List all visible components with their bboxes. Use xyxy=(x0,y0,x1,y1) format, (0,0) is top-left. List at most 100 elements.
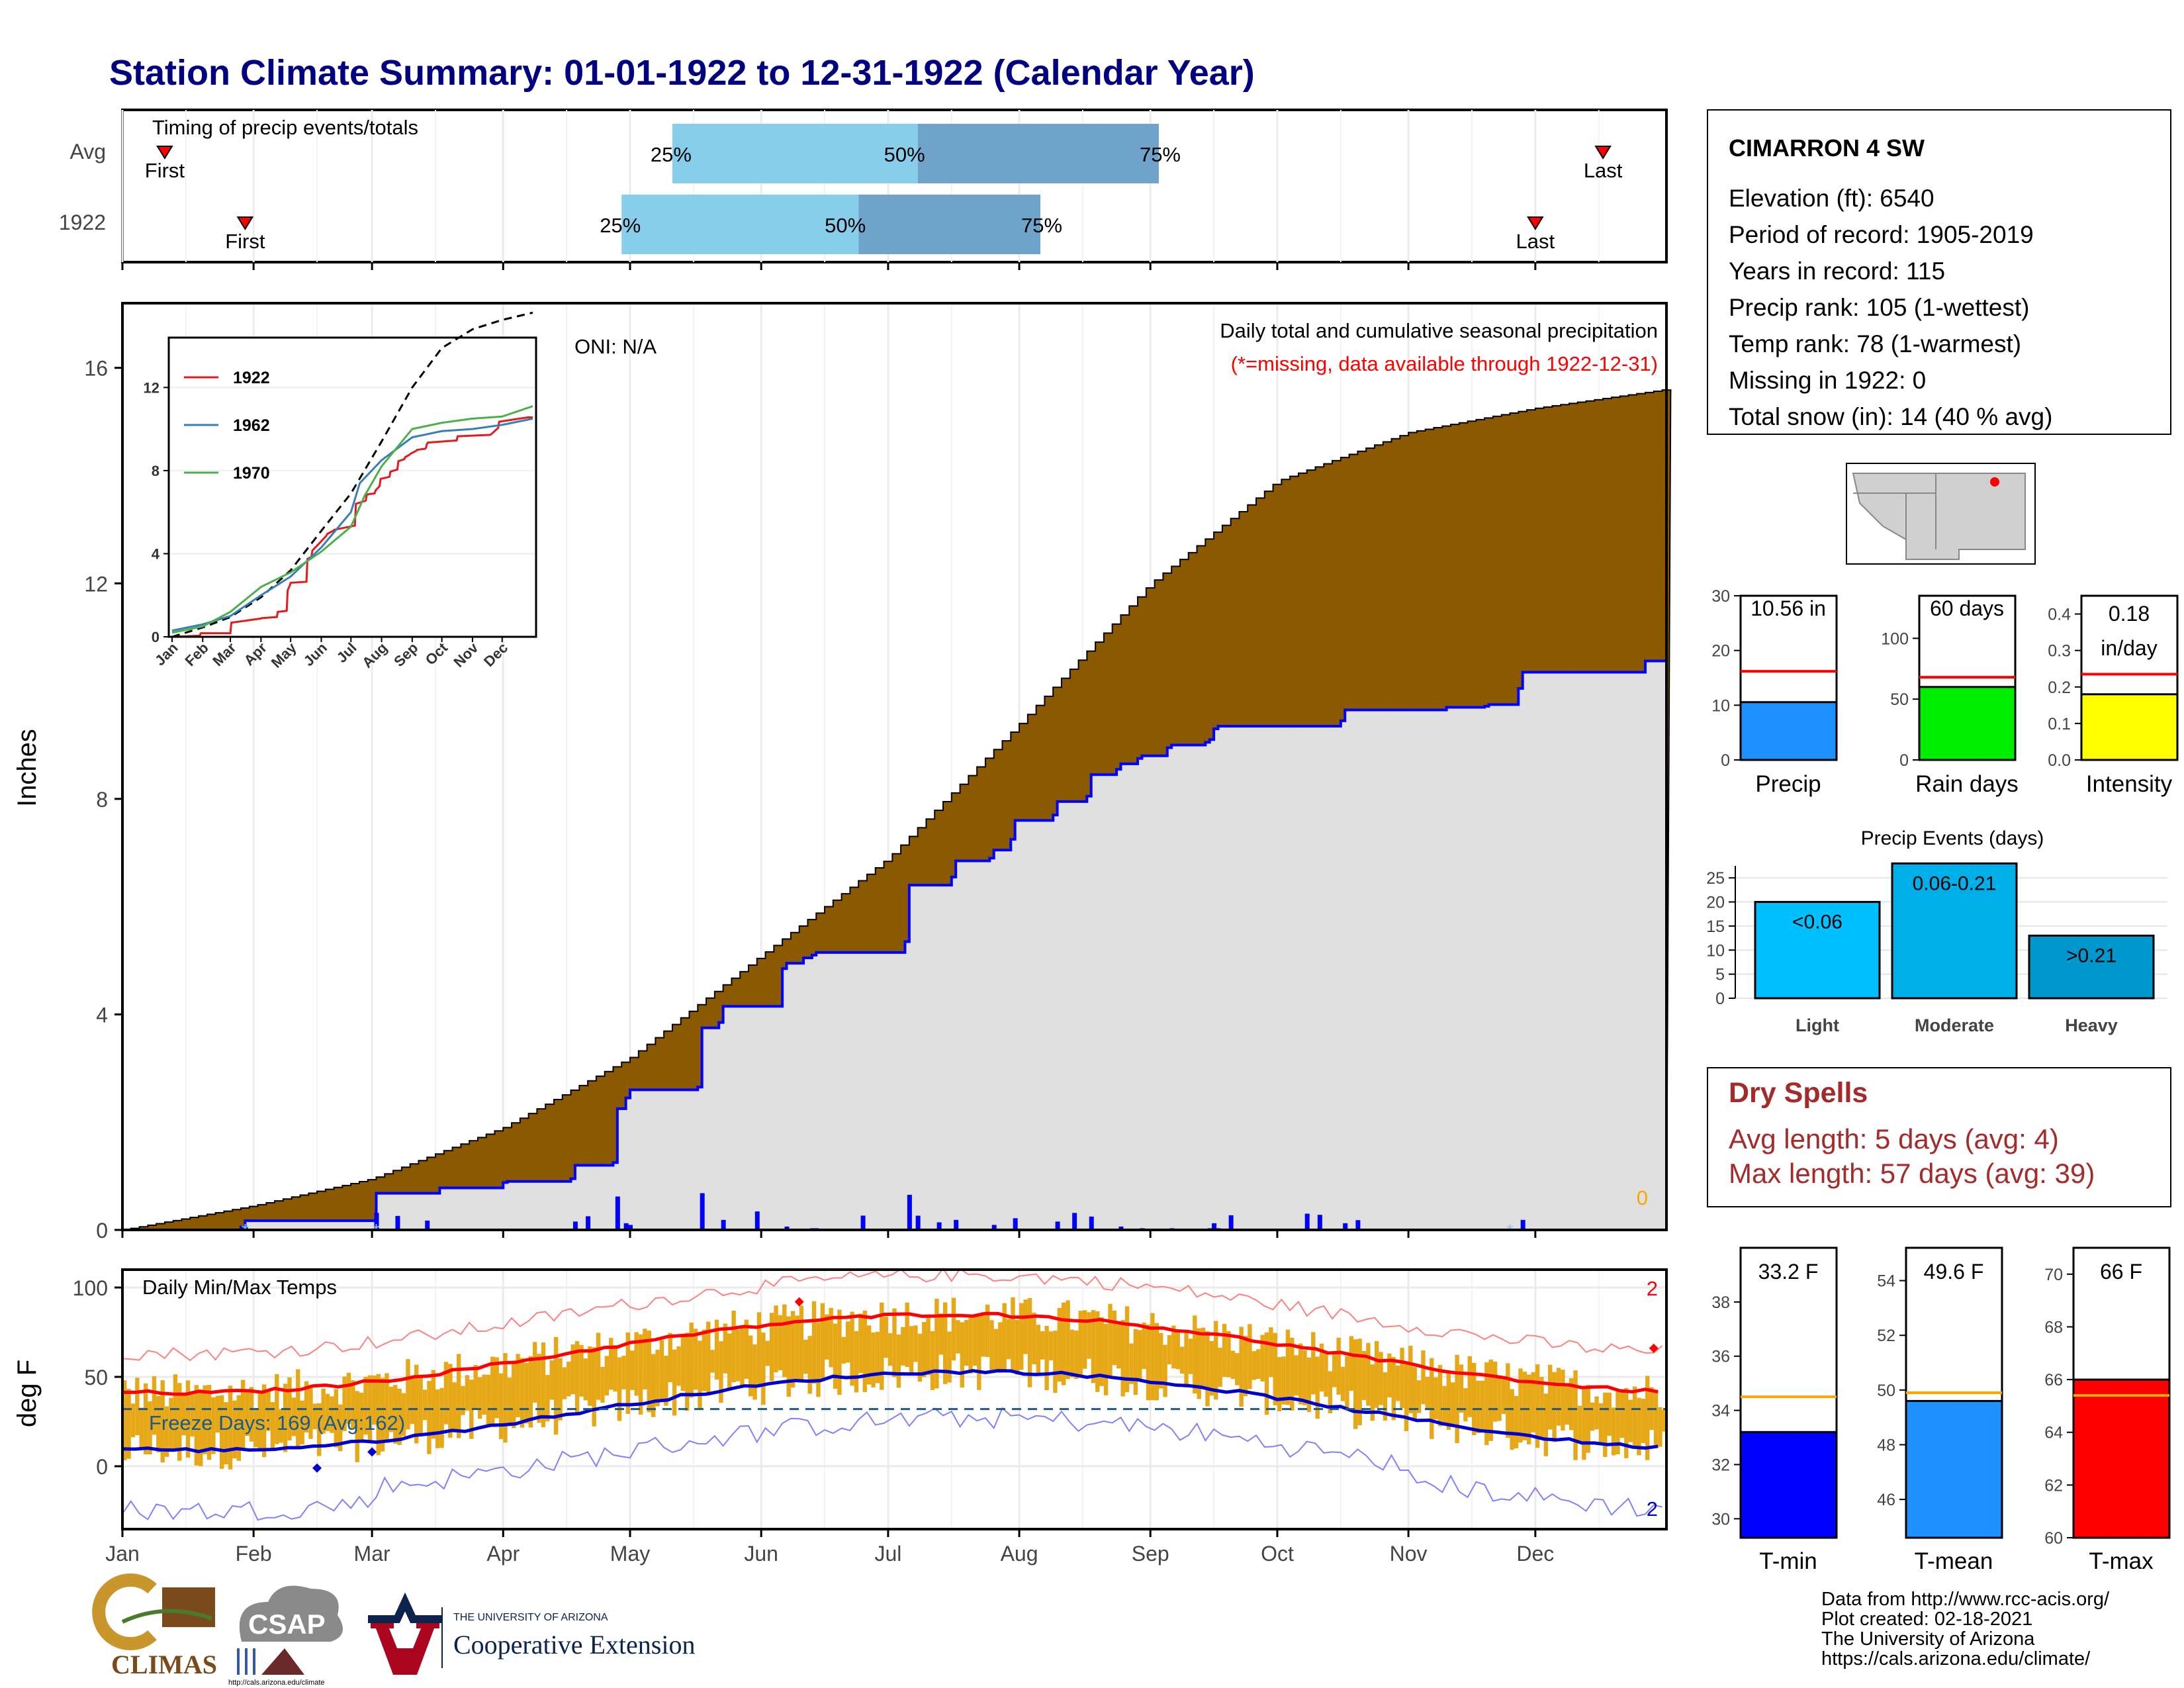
inset-series-line xyxy=(171,416,533,638)
mini-rain-value: 60 days xyxy=(1930,596,2004,620)
daily-temp-bar xyxy=(1391,1357,1396,1421)
daily-temp-bar xyxy=(1404,1363,1409,1431)
ua-bottom-text: Cooperative Extension xyxy=(453,1630,695,1660)
daily-temp-bar xyxy=(1294,1355,1298,1395)
daily-temp-bar xyxy=(604,1356,610,1396)
daily-temp-bar xyxy=(854,1331,859,1393)
daily-temp-bar xyxy=(816,1322,821,1397)
daily-temp-bar xyxy=(1598,1403,1604,1442)
daily-temp-bar xyxy=(1048,1331,1054,1361)
events-bar-moderate xyxy=(1891,862,2018,1000)
daily-temp-bar xyxy=(1209,1340,1214,1396)
daily-precip-bar xyxy=(1072,1213,1077,1230)
daily-temp-bar xyxy=(1260,1335,1265,1382)
daily-temp-bar xyxy=(1451,1382,1455,1424)
daily-temp-bar xyxy=(740,1327,745,1388)
daily-precip-bar xyxy=(1317,1215,1322,1230)
temp-tmean-tick-label: 54 xyxy=(1877,1272,1895,1291)
daily-temp-bar xyxy=(152,1376,157,1435)
daily-temp-bar xyxy=(211,1397,216,1454)
daily-temp-bar xyxy=(609,1338,614,1390)
daily-temp-bar xyxy=(439,1387,444,1448)
timing-first-marker xyxy=(156,146,173,160)
daily-temp-bar xyxy=(1002,1303,1007,1373)
daily-temp-bar xyxy=(1611,1407,1616,1456)
daily-temp-bar xyxy=(1518,1368,1523,1443)
daily-temp-bar xyxy=(206,1385,212,1460)
record-marker xyxy=(1649,1343,1659,1353)
daily-temp-bar xyxy=(553,1336,559,1435)
dry-spells-max: Max length: 57 days (avg: 39) xyxy=(1729,1158,2095,1189)
csap-logo: CSAP http://cals.arizona.edu/climate xyxy=(228,1585,343,1687)
daily-temp-bar xyxy=(541,1342,546,1428)
daily-temp-bar xyxy=(887,1333,893,1366)
daily-temp-bar xyxy=(363,1376,368,1435)
daily-temp-bar xyxy=(1040,1331,1045,1360)
daily-temp-bar xyxy=(1506,1363,1510,1438)
mini-rain-tick-label: 50 xyxy=(1890,690,1909,709)
footer: Data from http://www.rcc-acis.org/ Plot … xyxy=(1821,1589,2110,1669)
temp-tmax-tick-label: 66 xyxy=(2044,1371,2063,1389)
daily-temp-bar xyxy=(833,1323,838,1389)
daily-temp-bar xyxy=(1188,1338,1193,1374)
daily-temp-bar xyxy=(452,1382,457,1433)
mini-precip-bar xyxy=(1739,701,1838,761)
daily-temp-bar xyxy=(431,1370,435,1439)
daily-temp-bar xyxy=(651,1354,656,1417)
inset-ytick-label: 0 xyxy=(152,629,159,645)
timing-row-year-label: 1922 xyxy=(59,211,106,234)
daily-temp-bar xyxy=(956,1320,960,1354)
daily-temp-bar xyxy=(825,1314,829,1360)
daily-temp-bar xyxy=(710,1350,715,1373)
mini-intensity-tick-label: 0.3 xyxy=(2048,642,2071,661)
daily-temp-bar xyxy=(866,1325,872,1385)
daily-temp-bar xyxy=(1205,1331,1210,1407)
daily-temp-bar xyxy=(621,1356,626,1389)
events-bar-label: <0.06 xyxy=(1792,912,1843,933)
daily-temp-bar xyxy=(1053,1331,1058,1393)
station-location-marker xyxy=(1990,477,1999,487)
daily-precip-bar xyxy=(936,1222,942,1230)
daily-temp-bar xyxy=(414,1364,419,1444)
events-category-label: Light xyxy=(1796,1015,1839,1035)
daily-temp-bar xyxy=(862,1310,867,1392)
daily-temp-bar xyxy=(1163,1344,1167,1397)
daily-temp-bar xyxy=(1582,1387,1586,1460)
temp-tmin-label: T-min xyxy=(1759,1548,1817,1574)
inset-ytick-label: 8 xyxy=(152,463,159,479)
daily-temp-bar xyxy=(1226,1331,1231,1378)
daily-temp-bar xyxy=(938,1313,944,1355)
precip-ytick-label: 8 xyxy=(96,788,108,812)
daily-temp-bar xyxy=(1124,1306,1130,1393)
mini-rain-tick-label: 0 xyxy=(1899,751,1909,770)
temp-tmean-tick-label: 48 xyxy=(1877,1436,1895,1455)
oni-label: ONI: N/A xyxy=(574,335,657,358)
precip-y-axis-label: Inches xyxy=(13,729,42,807)
daily-temp-bar xyxy=(685,1333,690,1411)
daily-temp-bar xyxy=(1138,1330,1142,1382)
events-bar-label: 0.06-0.21 xyxy=(1913,872,1997,894)
daily-temp-bar xyxy=(359,1392,364,1442)
daily-temp-bar xyxy=(1315,1356,1320,1419)
timing-bar-q2 xyxy=(858,195,1041,254)
timing-first-label: First xyxy=(225,230,265,253)
daily-temp-bar xyxy=(1120,1320,1125,1397)
daily-temp-bar xyxy=(1408,1345,1413,1413)
csap-logo-text: CSAP xyxy=(248,1609,326,1640)
daily-temp-bar xyxy=(951,1297,956,1361)
dry-spells-avg: Avg length: 5 days (avg: 4) xyxy=(1729,1123,2059,1154)
daily-temp-bar xyxy=(1573,1370,1578,1460)
daily-temp-bar xyxy=(1324,1351,1328,1397)
daily-temp-bar xyxy=(194,1385,199,1466)
timing-p75-label: 75% xyxy=(1021,214,1062,237)
daily-temp-bar xyxy=(232,1400,237,1459)
daily-temp-bar xyxy=(567,1362,571,1397)
month-label: Jul xyxy=(874,1542,901,1566)
mini-precip-label: Precip xyxy=(1755,771,1821,797)
daily-temp-bar xyxy=(1269,1327,1273,1378)
daily-temp-bar xyxy=(372,1375,377,1425)
daily-temp-bar xyxy=(338,1404,343,1452)
daily-temp-bar xyxy=(1036,1325,1041,1374)
daily-temp-bar xyxy=(477,1377,482,1419)
